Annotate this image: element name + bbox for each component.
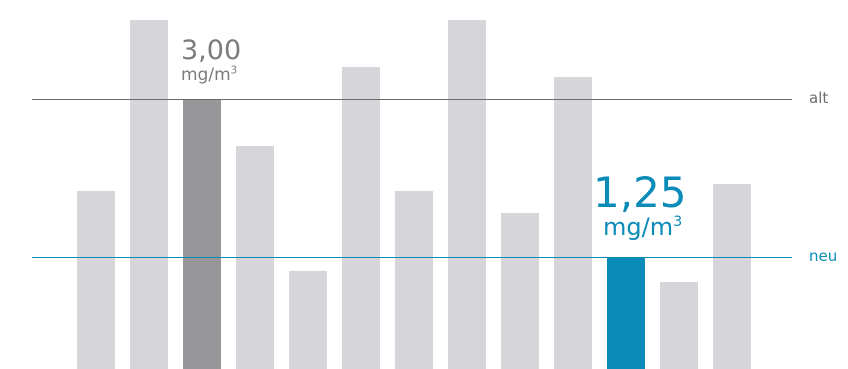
reference-label-neu: neu [809, 246, 838, 265]
bar-10 [554, 76, 592, 369]
annotation-new-unit: mg/m3 [603, 212, 683, 241]
annotation-new-value: 1,25 [593, 167, 687, 217]
bar-6 [342, 66, 380, 369]
annotation-new-limit: 1,25 mg/m3 [593, 167, 687, 241]
reference-line-alt [32, 99, 792, 100]
bar-13 [713, 183, 751, 369]
bar-12 [660, 281, 698, 369]
annotation-old-limit: 3,00 mg/m3 [181, 35, 242, 85]
bar-2 [130, 19, 168, 369]
annotation-old-value: 3,00 [181, 35, 242, 66]
reference-line-neu [32, 256, 792, 258]
bar-8 [448, 19, 486, 369]
bar-11 [607, 256, 645, 369]
bar-1 [77, 190, 115, 369]
annotation-old-unit: mg/m3 [181, 65, 238, 85]
bar-7 [395, 190, 433, 369]
bar-5 [289, 270, 327, 369]
bar-9 [501, 213, 539, 369]
reference-label-alt: alt [809, 89, 829, 107]
bar-3 [183, 99, 221, 369]
